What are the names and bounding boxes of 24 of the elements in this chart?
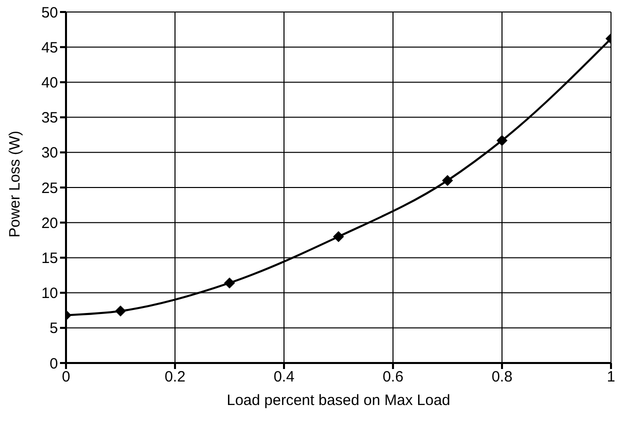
- point: [224, 277, 235, 288]
- point: [496, 134, 508, 146]
- y-tick-label: 25: [41, 180, 58, 197]
- x-tick-label: 1: [606, 368, 616, 386]
- y-tick-label: 5: [50, 320, 58, 338]
- x-tick-label: 0.6: [382, 368, 404, 386]
- y-tick-label: 10: [41, 285, 58, 302]
- y-tick-label: 35: [41, 110, 58, 127]
- x-tick-label: 0.4: [274, 368, 294, 386]
- x-tick-label: 0: [62, 368, 70, 386]
- x-tick-label: 0.8: [492, 368, 512, 386]
- y-tick-label: 0: [50, 355, 58, 372]
- point: [115, 306, 126, 317]
- y-axis-title: Power Loss (W): [6, 130, 24, 238]
- y-tick-label: 50: [41, 4, 58, 22]
- y-tick-label: 30: [41, 144, 58, 162]
- point: [442, 174, 453, 186]
- y-tick-label: 40: [41, 74, 58, 92]
- x-tick-label: 0.2: [164, 368, 186, 386]
- x-axis-title: Load percent based on Max Load: [226, 392, 450, 409]
- y-tick-label: 45: [41, 39, 58, 56]
- point: [333, 231, 344, 242]
- y-tick-label: 20: [41, 214, 58, 232]
- y-tick-label: 15: [41, 250, 58, 268]
